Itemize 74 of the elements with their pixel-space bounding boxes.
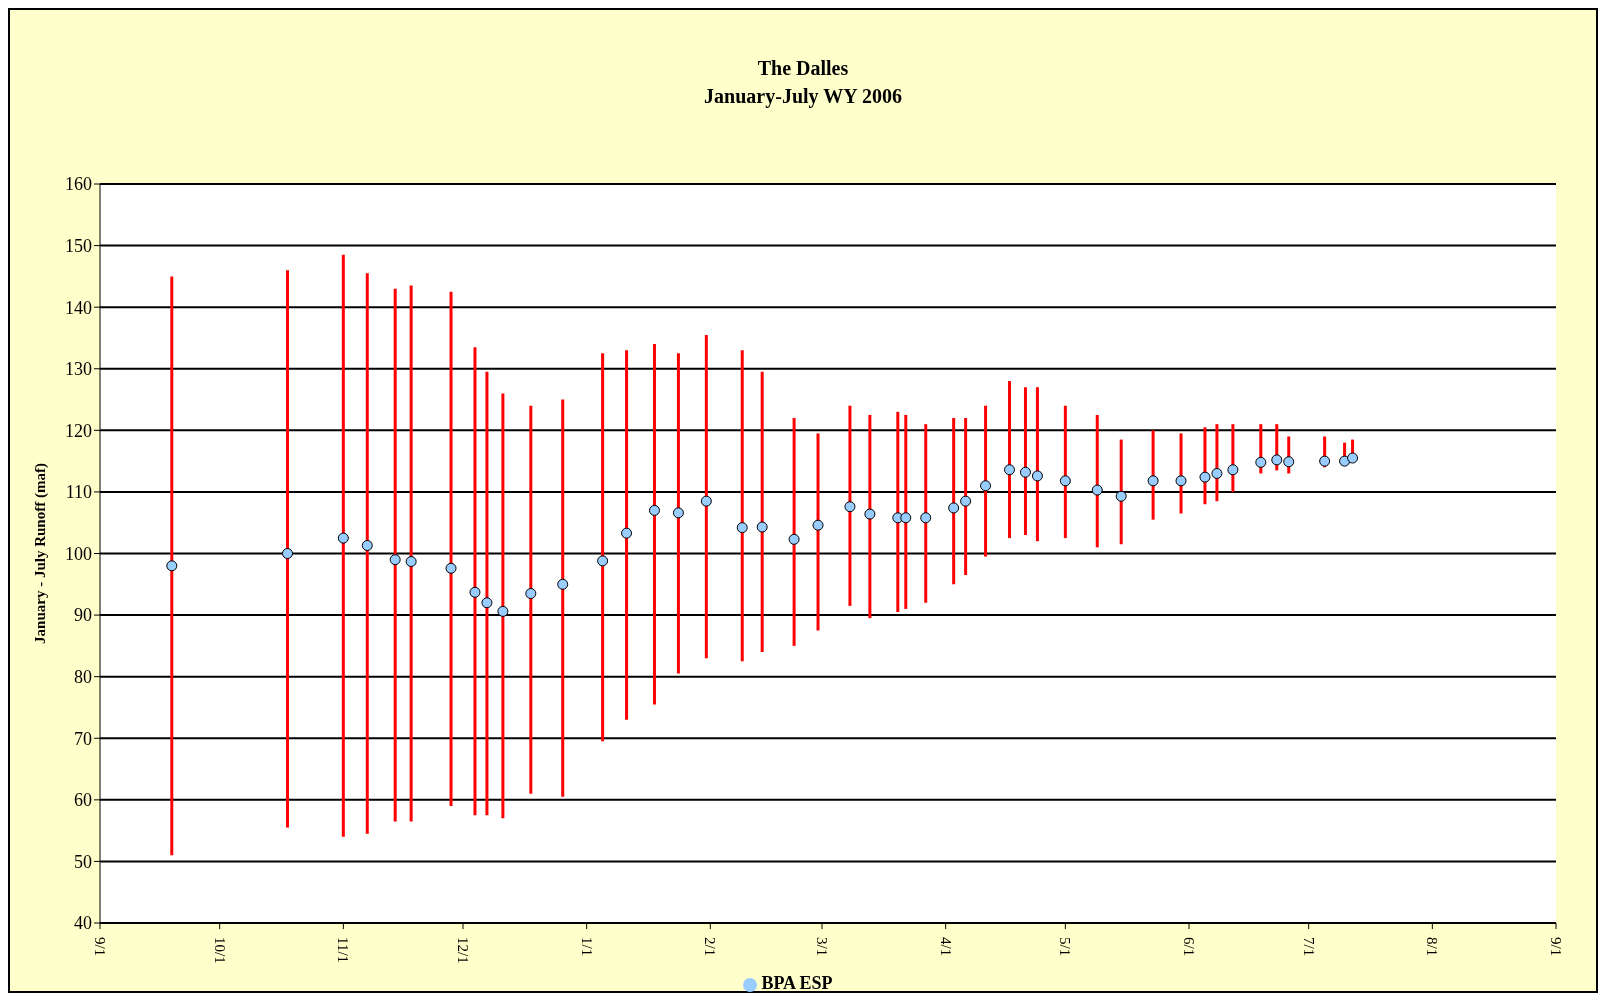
x-tick-label: 11/1	[335, 937, 352, 964]
point	[1019, 466, 1031, 478]
x-tick-label: 7/1	[1300, 937, 1317, 957]
chart-title: The Dalles	[756, 56, 850, 81]
x-tick-label: 9/1	[92, 937, 108, 957]
y-tick-label: 110	[65, 482, 92, 503]
point	[1271, 454, 1283, 466]
x-tick-label: 5/1	[1057, 937, 1074, 957]
y-tick-label: 160	[65, 174, 92, 195]
point	[948, 502, 960, 514]
y-tick-label: 50	[74, 851, 92, 872]
point	[1115, 490, 1127, 502]
point	[361, 539, 373, 551]
point	[980, 480, 992, 492]
y-axis-title: January - July Runoff (maf)	[32, 463, 50, 644]
point	[1031, 470, 1043, 482]
legend-label: BPA ESP	[761, 973, 833, 993]
y-tick-label: 140	[65, 297, 92, 318]
chart-subtitle: January-July WY 2006	[703, 84, 903, 110]
point	[1227, 464, 1239, 476]
point	[672, 507, 684, 519]
point	[812, 519, 824, 531]
point	[1255, 456, 1267, 468]
y-tick-label: 100	[65, 543, 92, 564]
y-tick-label: 70	[74, 728, 92, 749]
point	[525, 588, 537, 600]
point	[700, 495, 712, 507]
point	[281, 548, 293, 559]
x-tick-label: 2/1	[702, 937, 719, 957]
x-tick-label: 3/1	[814, 937, 831, 957]
point	[166, 560, 178, 572]
point	[1091, 484, 1103, 496]
point	[557, 578, 569, 590]
point	[736, 522, 748, 534]
point	[621, 527, 633, 539]
point	[389, 554, 401, 566]
x-tick-label: 10/1	[211, 937, 228, 964]
point	[864, 508, 876, 520]
point	[1199, 471, 1211, 483]
point	[481, 597, 493, 609]
point	[1004, 464, 1015, 476]
point	[1211, 467, 1223, 479]
point	[1175, 475, 1187, 487]
x-tick-label: 8/1	[1424, 937, 1441, 957]
point	[900, 512, 912, 524]
point	[1283, 456, 1295, 468]
point	[405, 556, 417, 568]
point	[844, 501, 856, 513]
x-tick-label: 1/1	[578, 937, 595, 957]
point	[756, 521, 768, 533]
y-tick-label: 80	[74, 667, 92, 688]
x-tick-label: 12/1	[455, 937, 471, 964]
y-tick-label: 130	[65, 359, 92, 380]
point	[788, 533, 800, 545]
point	[648, 504, 660, 516]
y-tick-label: 120	[65, 420, 92, 441]
point	[445, 562, 457, 574]
point	[469, 586, 481, 598]
y-tick-label: 150	[65, 235, 92, 256]
point	[920, 512, 932, 524]
x-tick-label: 6/1	[1181, 937, 1198, 957]
point	[1319, 455, 1331, 467]
point	[337, 532, 349, 544]
x-tick-label: 9/1	[1548, 937, 1564, 957]
x-tick-label: 4/1	[937, 937, 954, 957]
point	[960, 495, 972, 507]
point	[1147, 475, 1159, 487]
point	[1347, 452, 1359, 464]
point	[597, 555, 609, 567]
y-tick-label: 60	[74, 790, 92, 811]
y-tick-label: 40	[74, 913, 92, 934]
point	[1059, 475, 1071, 487]
y-tick-label: 90	[74, 605, 92, 626]
point	[497, 605, 509, 617]
